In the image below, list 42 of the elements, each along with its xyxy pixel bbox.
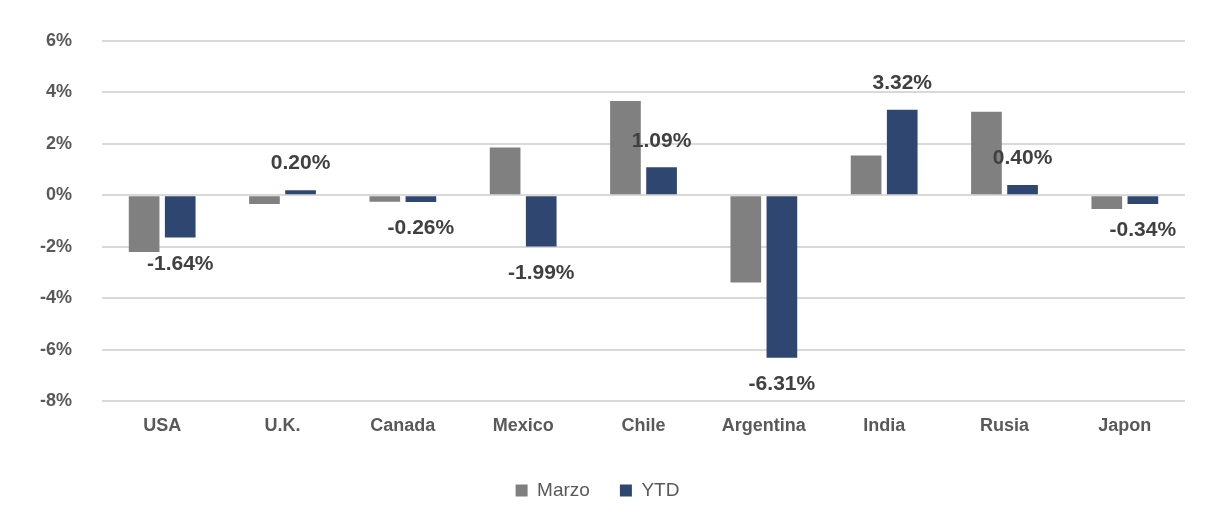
bar <box>369 196 401 202</box>
bar <box>850 155 882 195</box>
legend-label: Marzo <box>537 478 590 500</box>
x-tick-label: Mexico <box>492 415 554 436</box>
x-tick-label: U.K. <box>264 415 301 436</box>
data-label: 3.32% <box>872 70 933 94</box>
x-tick-label: Canada <box>370 415 437 436</box>
x-tick-label: USA <box>143 415 182 436</box>
y-tick-label: -8% <box>39 390 73 411</box>
bar <box>1091 196 1123 209</box>
y-tick-label: 2% <box>45 132 73 153</box>
y-tick-label: 6% <box>45 29 73 50</box>
data-label: -1.99% <box>507 259 575 283</box>
data-label: -0.34% <box>1109 217 1177 241</box>
x-tick-label: Rusia <box>979 415 1030 436</box>
bar <box>646 167 677 195</box>
bar <box>525 196 557 247</box>
data-label: -0.26% <box>387 215 455 239</box>
x-tick-label: Argentina <box>721 415 807 436</box>
bar <box>1007 185 1038 195</box>
bar <box>730 196 762 283</box>
bar <box>128 196 160 253</box>
y-tick-label: 0% <box>45 184 73 205</box>
bar <box>405 196 437 203</box>
bar <box>886 109 918 195</box>
y-tick-label: -6% <box>39 338 73 359</box>
x-tick-label: Chile <box>621 415 666 436</box>
bar <box>489 147 521 195</box>
bar <box>1127 196 1159 205</box>
y-tick-label: -2% <box>39 235 73 256</box>
bar <box>285 190 316 195</box>
x-tick-label: India <box>863 415 907 436</box>
bar <box>766 196 798 358</box>
bar <box>249 196 280 205</box>
legend-label: YTD <box>641 478 680 500</box>
y-tick-label: -4% <box>39 287 73 308</box>
bar <box>164 196 196 238</box>
y-tick-label: 4% <box>45 81 73 102</box>
data-label: 0.20% <box>270 150 331 174</box>
data-label: -6.31% <box>748 371 816 395</box>
x-tick-label: Japon <box>1098 415 1152 436</box>
data-label: -1.64% <box>146 250 214 274</box>
